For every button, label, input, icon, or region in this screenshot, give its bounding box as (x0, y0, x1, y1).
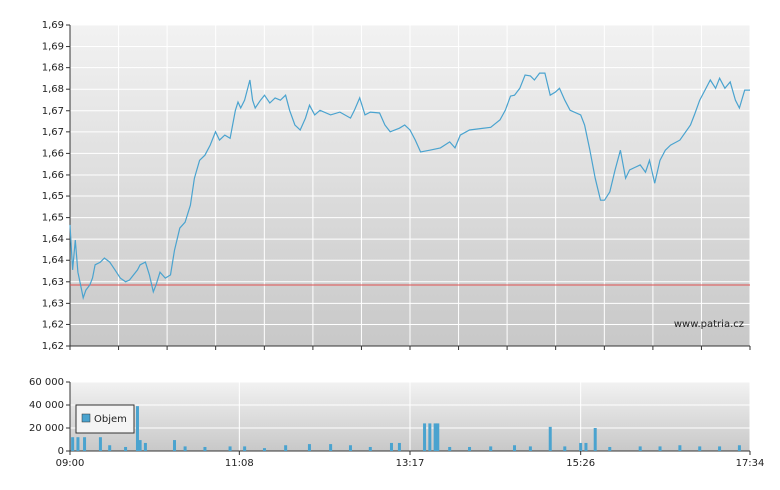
volume-bar (397, 442, 401, 451)
y-tick-label: 0 (58, 446, 64, 457)
y-tick-label: 1,69 (42, 20, 64, 31)
y-tick-label: 1,69 (42, 42, 64, 53)
volume-bar (608, 446, 612, 451)
volume-bar (124, 446, 128, 451)
volume-bar (262, 448, 266, 451)
y-tick-label: 1,64 (42, 255, 64, 266)
volume-bar (584, 442, 588, 451)
volume-bar (428, 423, 432, 451)
volume-bar (678, 445, 682, 451)
y-tick-label: 40 000 (29, 400, 64, 411)
y-tick-label: 1,67 (42, 127, 64, 138)
volume-bar (98, 437, 102, 451)
volume-bar (108, 445, 112, 451)
y-tick-label: 60 000 (29, 377, 64, 388)
volume-bar (183, 446, 187, 451)
volume-bar (658, 446, 662, 451)
volume-bar (448, 446, 452, 451)
y-tick-label: 1,64 (42, 234, 64, 245)
volume-bar (563, 446, 567, 451)
x-tick-label: 17:34 (736, 458, 765, 469)
volume-bar (83, 437, 87, 451)
volume-bar (468, 446, 472, 451)
legend-swatch (81, 413, 91, 423)
y-tick-label: 1,67 (42, 106, 64, 117)
volume-bar (348, 445, 352, 451)
volume-bar (76, 437, 80, 451)
price-line (69, 72, 750, 301)
y-tick-label: 1,63 (42, 298, 64, 309)
x-tick-label: 11:08 (225, 458, 254, 469)
volume-bar (423, 423, 427, 451)
y-tick-label: 1,65 (42, 191, 64, 202)
volume-bar (368, 446, 372, 451)
volume-bar (143, 442, 147, 451)
volume-bar (135, 406, 139, 451)
watermark: www.patria.cz (674, 319, 744, 330)
volume-bar (737, 445, 741, 451)
volume-bar (203, 446, 207, 451)
y-tick-label: 1,65 (42, 213, 64, 224)
volume-bar (433, 423, 437, 451)
y-tick-label: 20 000 (29, 423, 64, 434)
y-tick-label: 1,62 (42, 341, 64, 352)
y-tick-label: 1,62 (42, 319, 64, 330)
volume-bar (638, 446, 642, 451)
volume-bar (528, 446, 532, 451)
volume-bar (138, 440, 142, 451)
volume-bar (513, 445, 517, 451)
volume-bar (228, 446, 232, 451)
legend-label: Objem (94, 414, 127, 425)
x-tick-label: 09:00 (56, 458, 85, 469)
volume-bar (579, 442, 583, 451)
volume-bar (389, 442, 393, 451)
volume-bar (489, 446, 493, 451)
volume-bar (307, 444, 311, 451)
volume-bar (593, 428, 597, 451)
volume-bar (698, 446, 702, 451)
volume-bar (284, 445, 288, 451)
x-tick-label: 13:17 (396, 458, 425, 469)
volume-bar (718, 446, 722, 451)
volume-bar (71, 437, 75, 451)
x-tick-label: 15:26 (566, 458, 595, 469)
volume-bar (436, 423, 440, 451)
volume-bar (243, 446, 247, 451)
volume-bar (173, 440, 177, 451)
y-tick-label: 1,66 (42, 170, 64, 181)
y-tick-label: 1,63 (42, 277, 64, 288)
y-tick-label: 1,68 (42, 63, 64, 74)
volume-bar (329, 444, 333, 451)
legend (75, 404, 135, 434)
y-tick-label: 1,68 (42, 84, 64, 95)
volume-bar (548, 426, 552, 451)
y-tick-label: 1,66 (42, 148, 64, 159)
